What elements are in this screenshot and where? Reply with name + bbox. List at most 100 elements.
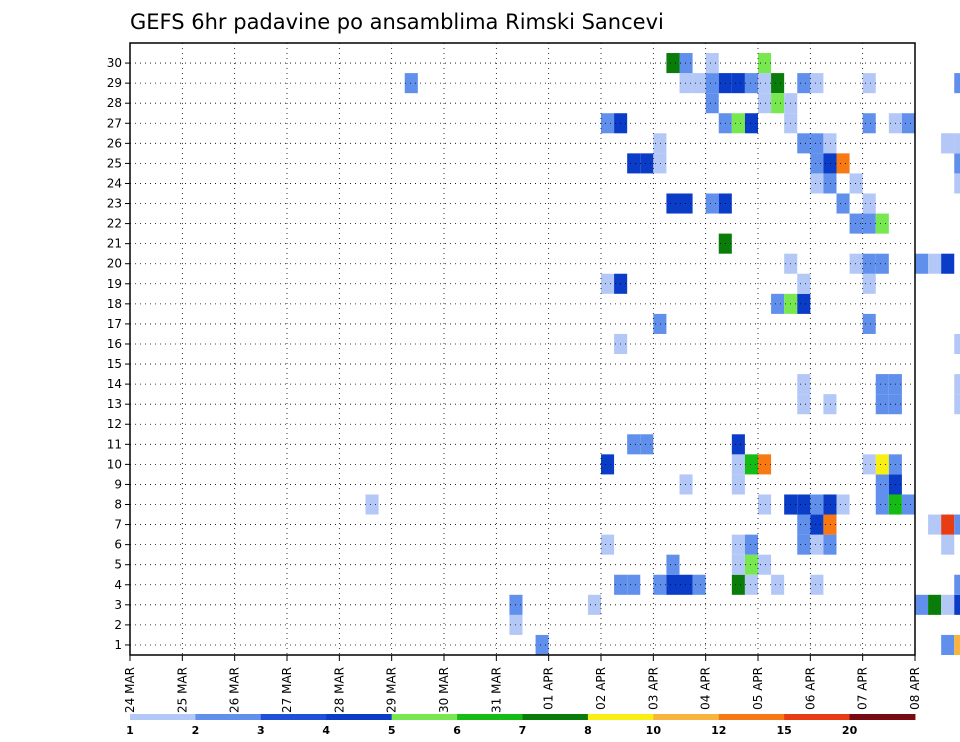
y-tick-label: 24 <box>107 176 122 190</box>
colorbar-swatch <box>326 714 393 720</box>
heatmap-cell <box>705 53 719 74</box>
x-tick-label: 06 APR <box>803 667 817 710</box>
heatmap-cell <box>810 494 824 515</box>
heatmap-cell <box>954 634 960 655</box>
heatmap-cell <box>771 93 785 114</box>
y-tick-label: 11 <box>107 437 122 451</box>
y-tick-label: 3 <box>114 598 122 612</box>
y-tick-label: 8 <box>114 498 122 512</box>
heatmap-cell <box>823 394 837 415</box>
x-tick-label: 01 APR <box>542 667 556 710</box>
heatmap-cell <box>744 574 758 595</box>
x-tick-label: 28 MAR <box>332 667 346 713</box>
heatmap-cell <box>758 494 772 515</box>
colorbar-label: 8 <box>584 724 592 737</box>
heatmap-cell <box>836 494 850 515</box>
y-tick-label: 21 <box>107 237 122 251</box>
y-axis: 1234567891011121314151617181920212223242… <box>107 56 130 652</box>
heatmap-cells <box>365 53 960 655</box>
heatmap-cell <box>954 133 960 154</box>
heatmap-cell <box>823 494 837 515</box>
heatmap-cell <box>954 173 960 194</box>
heatmap-cell <box>797 514 811 535</box>
heatmap-cell <box>875 494 889 515</box>
y-tick-label: 5 <box>114 558 122 572</box>
y-tick-label: 4 <box>114 578 122 592</box>
heatmap-cell <box>954 514 960 535</box>
heatmap-cell <box>758 73 772 94</box>
heatmap-cell <box>954 594 960 615</box>
y-tick-label: 28 <box>107 96 122 110</box>
heatmap-cell <box>744 454 758 475</box>
heatmap-cell <box>653 133 667 154</box>
colorbar-swatch <box>718 714 785 720</box>
heatmap-cell <box>941 133 955 154</box>
colorbar-label: 5 <box>388 724 396 737</box>
heatmap-cell <box>627 153 641 174</box>
heatmap-cell <box>875 213 889 234</box>
x-tick-label: 26 MAR <box>228 667 242 713</box>
x-tick-label: 25 MAR <box>175 667 189 713</box>
heatmap-cell <box>640 153 654 174</box>
y-tick-label: 26 <box>107 136 122 150</box>
heatmap-cell <box>810 514 824 535</box>
colorbar-swatch <box>391 714 458 720</box>
colorbar-swatch <box>130 714 196 720</box>
heatmap-cell <box>601 534 615 555</box>
heatmap-cell <box>601 454 615 475</box>
colorbar-label: 12 <box>711 724 726 737</box>
heatmap-cell <box>836 153 850 174</box>
heatmap-cell <box>849 213 863 234</box>
heatmap-cell <box>849 253 863 274</box>
y-tick-label: 19 <box>107 277 122 291</box>
y-tick-label: 22 <box>107 217 122 231</box>
heatmap-cell <box>731 554 745 575</box>
heatmap-cell <box>679 574 693 595</box>
heatmap-cell <box>810 73 824 94</box>
x-tick-label: 05 APR <box>751 667 765 710</box>
heatmap-cell <box>810 173 824 194</box>
heatmap-cell <box>679 73 693 94</box>
heatmap-cell <box>797 73 811 94</box>
heatmap-cell <box>810 133 824 154</box>
heatmap-cell <box>744 73 758 94</box>
heatmap-cell <box>705 193 719 214</box>
heatmap-cell <box>365 494 379 515</box>
heatmap-cell <box>692 574 706 595</box>
heatmap-cell <box>862 193 876 214</box>
heatmap-cell <box>666 53 680 74</box>
heatmap-cell <box>627 574 641 595</box>
colorbar-swatch <box>195 714 262 720</box>
heatmap-cell <box>692 73 706 94</box>
heatmap-cell <box>731 474 745 495</box>
colorbar-swatch <box>522 714 589 720</box>
heatmap-cell <box>915 253 929 274</box>
colorbar-swatch <box>784 714 851 720</box>
heatmap-cell <box>823 534 837 555</box>
heatmap-cell <box>954 394 960 415</box>
colorbar-label: 7 <box>519 724 527 737</box>
heatmap-cell <box>954 574 960 595</box>
heatmap-cell <box>954 333 960 355</box>
heatmap-cell <box>653 153 667 174</box>
colorbar-swatch <box>260 714 327 720</box>
y-tick-label: 13 <box>107 397 122 411</box>
heatmap-cell <box>679 474 693 495</box>
heatmap-cell <box>928 594 942 615</box>
heatmap-cell <box>797 394 811 415</box>
plot-frame <box>129 42 916 656</box>
x-tick-label: 02 APR <box>594 667 608 710</box>
heatmap-cell <box>823 514 837 535</box>
x-tick-label: 04 APR <box>699 667 713 710</box>
y-tick-label: 25 <box>107 156 122 170</box>
heatmap-cell <box>627 434 641 455</box>
heatmap-cell <box>954 153 960 174</box>
colorbar-swatch <box>587 714 654 720</box>
heatmap-cell <box>797 534 811 555</box>
heatmap-cell <box>875 454 889 475</box>
y-tick-label: 18 <box>107 297 122 311</box>
heatmap-cell <box>928 514 942 535</box>
colorbar-swatch <box>457 714 523 720</box>
y-tick-label: 1 <box>114 638 122 652</box>
heatmap-cell <box>731 574 745 595</box>
